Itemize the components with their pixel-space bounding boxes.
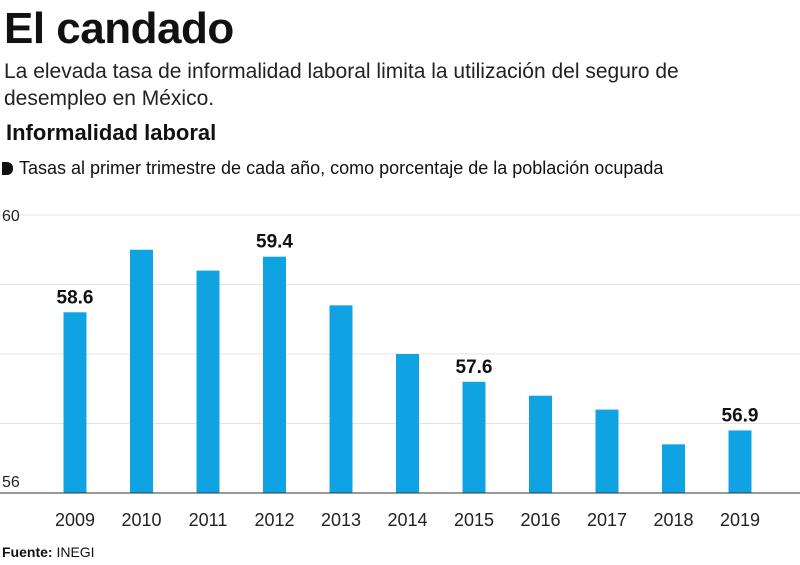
- x-tick-label: 2013: [321, 510, 361, 530]
- page-subtitle: La elevada tasa de informalidad laboral …: [4, 60, 679, 110]
- x-tick-label: 2016: [520, 510, 560, 530]
- x-tick-label: 2011: [189, 510, 228, 530]
- data-label: 59.4: [256, 232, 293, 253]
- data-label: 58.6: [57, 287, 94, 308]
- bar: [63, 312, 87, 493]
- chart-subtitle: Tasas al primer trimestre de cada año, c…: [19, 158, 664, 178]
- x-tick-label: 2019: [720, 510, 760, 530]
- y-tick-label: 56: [2, 474, 20, 491]
- x-tick-label: 2009: [55, 510, 95, 530]
- bar: [130, 249, 153, 493]
- x-tick-label: 2017: [587, 510, 627, 530]
- bar: [263, 256, 286, 493]
- bar: [595, 409, 619, 493]
- x-tick-label: 2014: [387, 510, 427, 530]
- bar: [329, 305, 353, 493]
- bar: [662, 444, 685, 493]
- chart-subtitle-row: Tasas al primer trimestre de cada año, c…: [2, 155, 663, 181]
- bar: [196, 270, 220, 493]
- bar: [728, 430, 752, 493]
- bullet-icon: [2, 162, 13, 175]
- source-note: Fuente: INEGI: [2, 543, 95, 561]
- source-value: INEGI: [56, 544, 95, 560]
- y-tick-label: 60: [2, 208, 20, 225]
- page-title: El candado: [4, 4, 234, 53]
- data-label: 57.6: [456, 357, 493, 378]
- x-tick-label: 2015: [454, 510, 494, 530]
- chart-title: Informalidad laboral: [6, 120, 217, 145]
- bar: [396, 354, 419, 493]
- x-tick-label: 2010: [121, 510, 161, 530]
- x-tick-label: 2012: [254, 510, 294, 530]
- data-label: 56.9: [722, 405, 759, 426]
- bar: [462, 381, 486, 493]
- x-tick-label: 2018: [653, 510, 693, 530]
- bar: [529, 395, 552, 493]
- source-label: Fuente:: [2, 544, 53, 560]
